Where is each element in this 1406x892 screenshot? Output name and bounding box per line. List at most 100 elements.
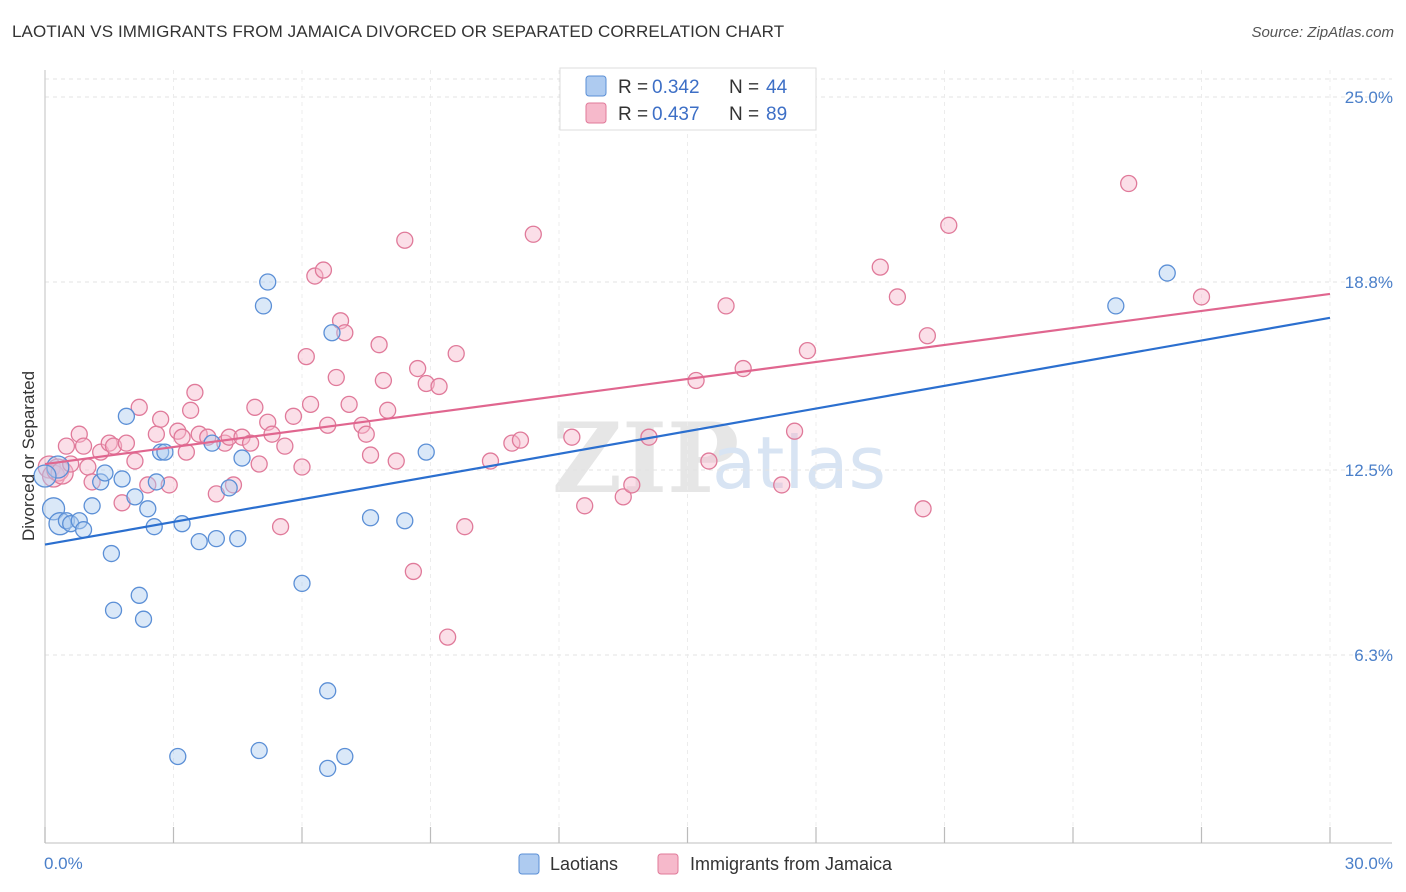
jamaica-point-4 xyxy=(57,437,76,455)
jamaica-point-15 xyxy=(126,452,144,470)
bottom-legend-swatch-laotians xyxy=(518,853,540,875)
laotians-point-38 xyxy=(361,509,380,527)
jamaica-point-54 xyxy=(370,336,388,354)
jamaica-point-43 xyxy=(301,395,320,414)
jamaica-point-71 xyxy=(576,497,594,515)
jamaica-point-7 xyxy=(74,437,93,455)
laotians-point-43 xyxy=(33,464,57,488)
jamaica-point-47 xyxy=(327,368,345,387)
source-credit: Source: ZipAtlas.com xyxy=(1251,24,1394,41)
bottom-legend-jamaica: Immigrants from Jamaica xyxy=(690,854,893,874)
jamaica-point-56 xyxy=(379,401,397,419)
y-tick-label-3: 25.0% xyxy=(1345,88,1393,107)
jamaica-point-16 xyxy=(130,398,148,416)
laotians-point-12 xyxy=(113,470,131,488)
laotians-point-17 xyxy=(139,500,157,518)
laotians-point-6 xyxy=(74,521,93,539)
laotians-point-30 xyxy=(250,741,268,760)
jamaica-point-75 xyxy=(687,371,705,390)
laotians-point-41 xyxy=(1107,297,1125,315)
jamaica-point-40 xyxy=(284,407,303,425)
legend-swatch-laotians xyxy=(585,75,607,97)
jamaica-point-86 xyxy=(940,216,958,234)
jamaica-point-82 xyxy=(871,258,889,276)
bottom-legend-laotians: Laotians xyxy=(550,854,618,874)
jamaica-point-35 xyxy=(250,455,268,473)
jamaica-point-8 xyxy=(79,458,97,476)
jamaica-point-68 xyxy=(511,431,530,449)
legend-swatch-jamaica xyxy=(585,102,607,124)
jamaica-point-80 xyxy=(785,422,804,440)
trend-line-laotians xyxy=(44,316,1331,546)
jamaica-point-24 xyxy=(181,401,200,419)
laotians-point-16 xyxy=(134,610,153,628)
jamaica-point-49 xyxy=(336,324,354,342)
laotians-point-5 xyxy=(70,512,88,530)
laotians-point-10 xyxy=(102,544,121,563)
jamaica-point-58 xyxy=(396,231,414,249)
jamaica-point-20 xyxy=(160,476,178,494)
trend-lines xyxy=(44,292,1331,546)
laotians-point-27 xyxy=(220,479,238,497)
jamaica-point-70 xyxy=(563,428,581,446)
legend-n-value-2: 89 xyxy=(766,104,787,125)
jamaica-point-84 xyxy=(914,500,932,518)
legend-r-label-2: R = xyxy=(618,104,648,125)
jamaica-point-73 xyxy=(623,476,641,494)
legend-r-value-1: 0.342 xyxy=(652,77,700,98)
jamaica-point-50 xyxy=(340,395,358,414)
laotians-point-13 xyxy=(117,407,136,425)
jamaica-point-59 xyxy=(404,562,423,581)
legend-box: R = 0.342 N = 44 R = 0.437 N = 89 xyxy=(559,67,817,131)
jamaica-point-23 xyxy=(177,443,196,461)
jamaica-point-77 xyxy=(717,297,735,315)
laotians-point-23 xyxy=(173,515,191,533)
jamaica-point-39 xyxy=(276,437,294,455)
watermark: ZIP atlas xyxy=(552,402,886,515)
jamaica-point-25 xyxy=(186,383,204,402)
jamaica-point-81 xyxy=(798,341,817,360)
x-tick-label-1: 30.0% xyxy=(1345,854,1393,873)
laotians-point-19 xyxy=(147,473,166,491)
laotians-point-22 xyxy=(169,747,187,766)
laotians-point-11 xyxy=(104,601,123,619)
jamaica-point-87 xyxy=(1120,174,1138,193)
laotians-point-36 xyxy=(323,324,341,342)
laotians-point-28 xyxy=(229,529,247,548)
laotians-point-26 xyxy=(207,529,225,548)
tick-labels: 6.3% 12.5% 18.8% 25.0% 0.0% 30.0% xyxy=(44,88,1393,873)
laotians-point-33 xyxy=(293,574,311,593)
jamaica-point-88 xyxy=(1192,288,1211,306)
jamaica-point-64 xyxy=(447,344,465,363)
y-tick-label-2: 18.8% xyxy=(1345,273,1393,292)
laotians-point-31 xyxy=(254,297,273,315)
jamaica-point-19 xyxy=(151,410,170,428)
jamaica-point-62 xyxy=(430,377,448,396)
jamaica-point-53 xyxy=(361,446,380,464)
laotians-point-39 xyxy=(396,512,414,530)
y-tick-label-1: 12.5% xyxy=(1345,461,1393,480)
bottom-legend: Laotians Immigrants from Jamaica xyxy=(518,853,893,875)
laotians-point-37 xyxy=(336,747,354,766)
jamaica-point-61 xyxy=(417,374,435,393)
jamaica-point-60 xyxy=(408,359,427,378)
x-tick-label-0: 0.0% xyxy=(44,854,83,873)
jamaica-point-42 xyxy=(297,347,315,366)
laotians-point-32 xyxy=(259,273,277,291)
jamaica-point-79 xyxy=(773,476,791,494)
jamaica-point-55 xyxy=(374,371,393,390)
watermark-zip: ZIP xyxy=(552,402,739,515)
y-axis-label: Divorced or Separated xyxy=(19,371,38,541)
legend-r-label-1: R = xyxy=(618,77,648,98)
legend-n-label-2: N = xyxy=(729,104,759,125)
jamaica-point-22 xyxy=(173,428,191,446)
jamaica-point-63 xyxy=(438,628,457,646)
chart-title: LAOTIAN VS IMMIGRANTS FROM JAMAICA DIVOR… xyxy=(12,22,785,41)
jamaica-point-14 xyxy=(117,434,136,452)
jamaica-point-83 xyxy=(888,288,907,306)
watermark-atlas: atlas xyxy=(712,421,886,505)
laotians-point-0 xyxy=(41,497,66,521)
series-immigrants-from-jamaica xyxy=(37,174,1211,646)
laotians-point-34 xyxy=(319,682,337,700)
